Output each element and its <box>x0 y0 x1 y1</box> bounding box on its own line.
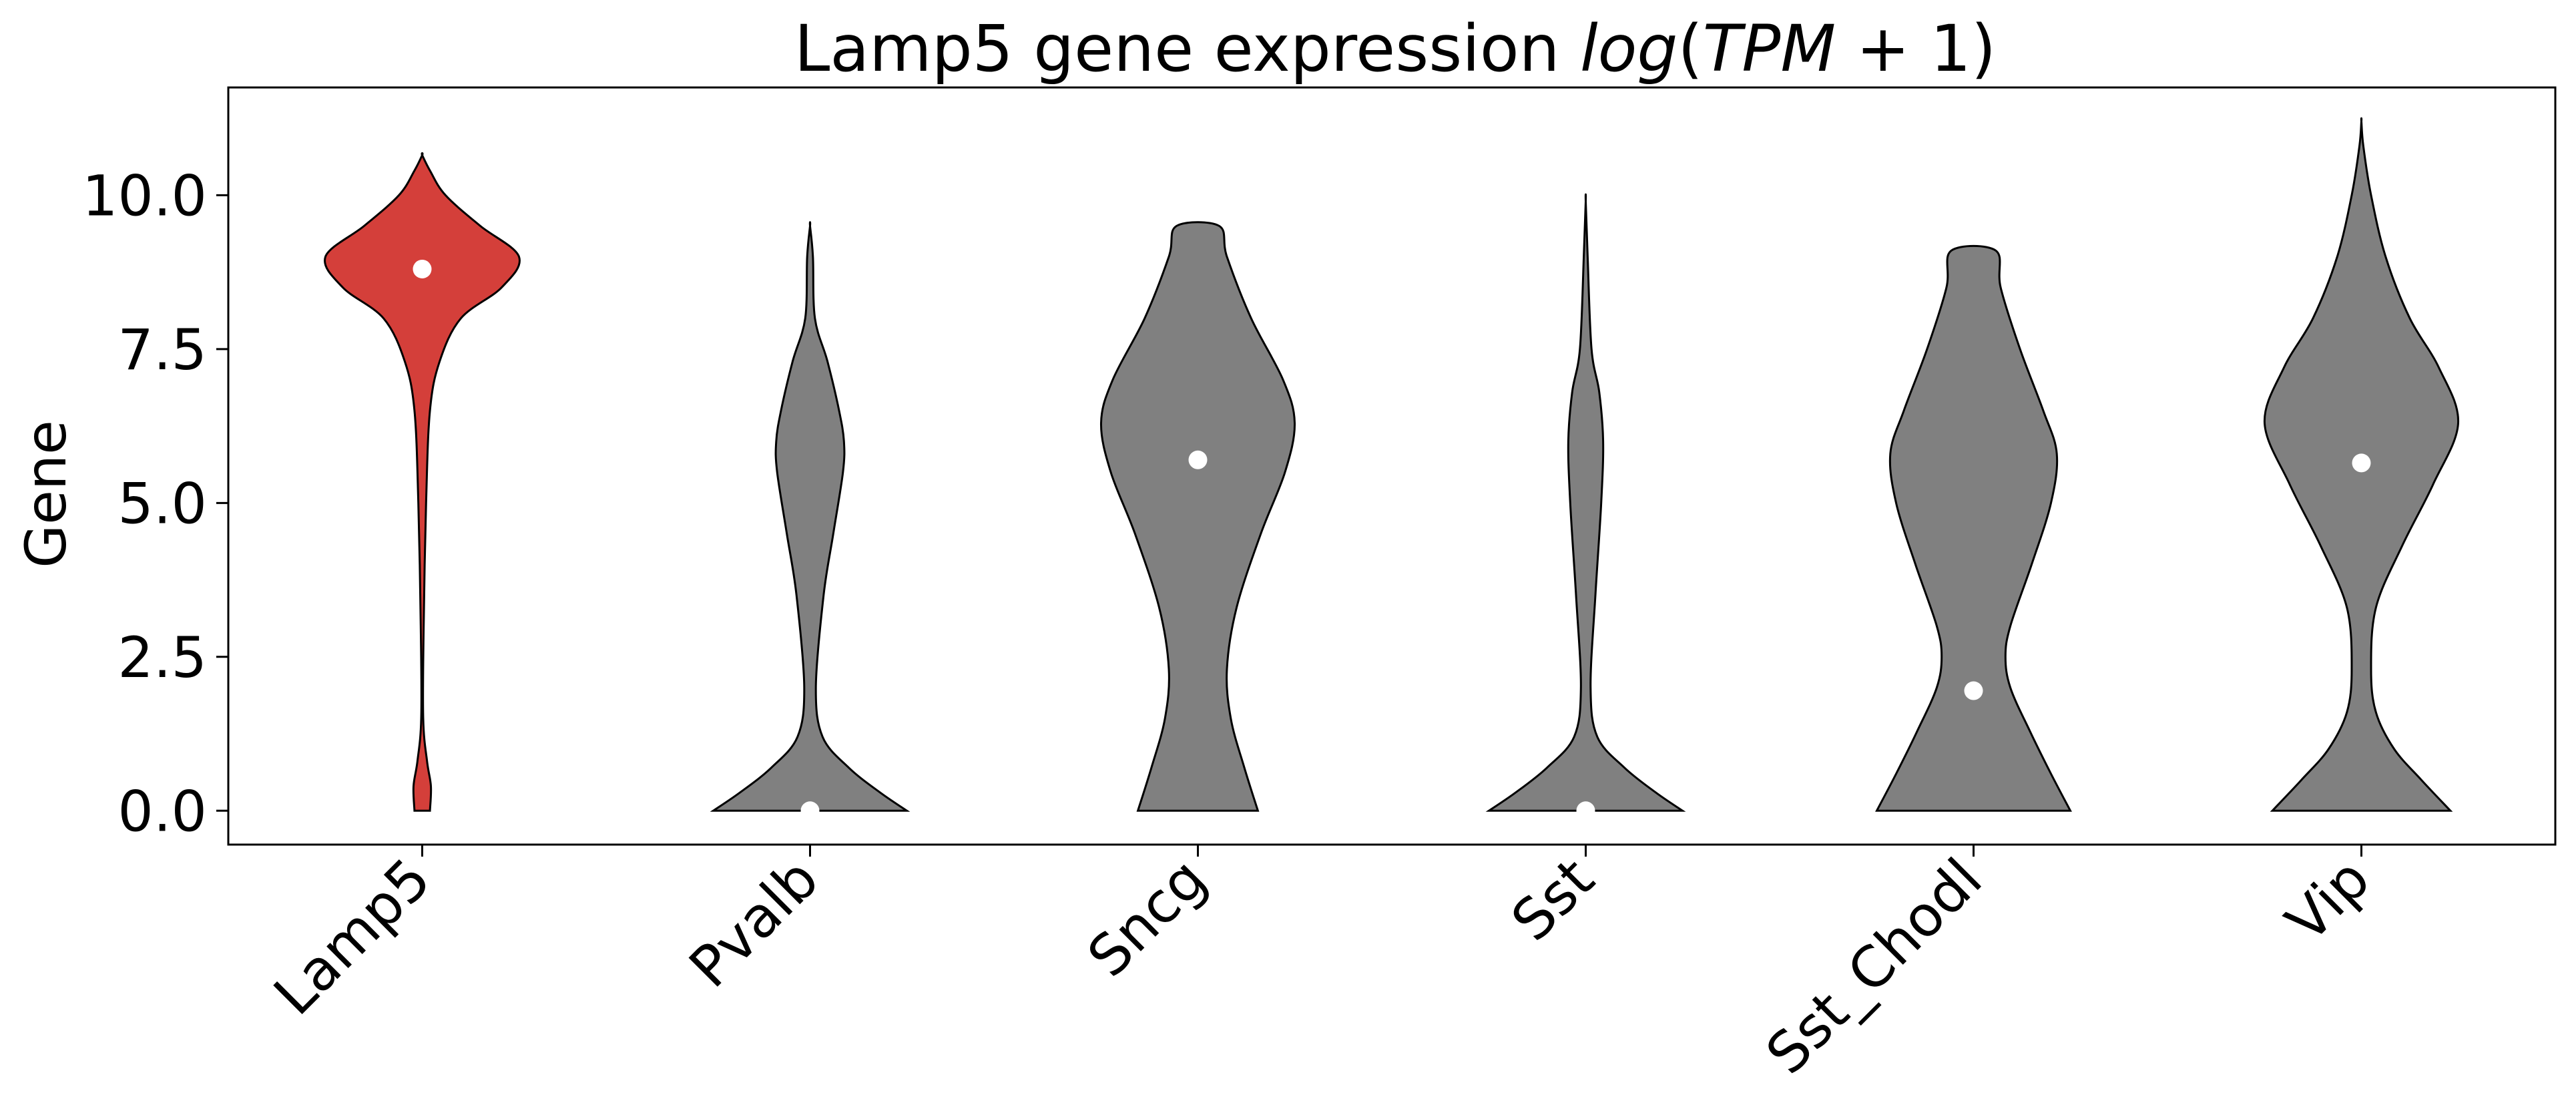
violin-group <box>324 117 2460 821</box>
x-tick-label: Pvalb <box>677 846 831 1000</box>
x-tick-label: Sst <box>1499 846 1606 953</box>
median-dot <box>1576 801 1595 821</box>
violin-pvalb <box>710 221 911 812</box>
violin-lamp5 <box>324 152 521 812</box>
y-tick-label: 5.0 <box>117 471 207 536</box>
violin-sst <box>1485 193 1686 812</box>
y-axis: 0.0 2.5 5.0 7.5 10.0 <box>82 163 228 844</box>
y-tick-label: 2.5 <box>117 625 207 690</box>
x-tick-label: Lamp5 <box>262 846 443 1028</box>
chart-title: Lamp5 gene expression log(TPM + 1) <box>794 11 1996 86</box>
chart-title-prefix: Lamp5 gene expression <box>794 11 1580 86</box>
violin-sst-chodl <box>1875 244 2072 812</box>
x-tick-label: Sncg <box>1075 846 1219 989</box>
chart-title-math-2: TPM <box>1703 11 1836 86</box>
x-tick-label: Vip <box>2274 846 2382 955</box>
median-dot <box>413 259 432 278</box>
plot-frame <box>227 86 2557 846</box>
chart-title-math-3: + 1) <box>1836 11 1996 86</box>
chart-title-math-0: log <box>1580 11 1678 86</box>
median-dot <box>2352 453 2371 473</box>
x-tick-label: Sst_Chodl <box>1754 846 1995 1087</box>
x-axis: Lamp5 Pvalb Sncg Sst Sst_Chodl Vip <box>262 845 2382 1087</box>
median-dot <box>1188 450 1208 469</box>
y-tick-label: 0.0 <box>117 778 207 844</box>
median-dot <box>1964 681 1983 700</box>
chart-title-math-1: ( <box>1678 11 1702 86</box>
y-tick-label: 7.5 <box>117 317 207 383</box>
y-axis-label: Gene <box>13 420 79 568</box>
median-dot <box>800 801 820 821</box>
y-tick-label: 10.0 <box>82 163 207 228</box>
violin-sncg <box>1099 221 1296 812</box>
